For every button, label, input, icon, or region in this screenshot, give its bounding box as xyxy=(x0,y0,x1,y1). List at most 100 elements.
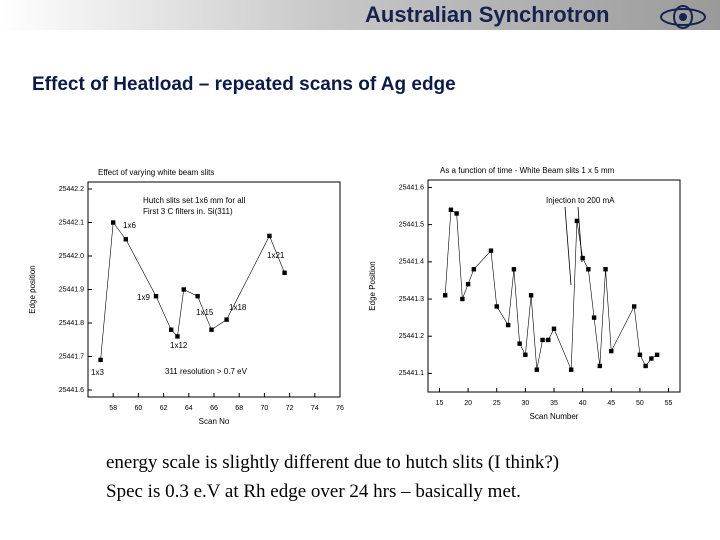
point xyxy=(224,317,229,322)
point xyxy=(98,357,103,363)
annotation: Injection to 200 mA xyxy=(546,196,615,205)
point xyxy=(528,293,534,298)
point xyxy=(631,304,637,309)
x-axis-label: Scan Number xyxy=(530,412,579,421)
y-tick-label: 25441.8 xyxy=(59,320,84,327)
y-axis-label: Edge position xyxy=(28,265,37,313)
x-tick-label: 64 xyxy=(185,405,193,412)
x-tick-label: 15 xyxy=(436,400,444,407)
annotation: Hutch slits set 1x6 mm for all xyxy=(143,196,245,205)
annotation: 311 resolution > 0.7 eV xyxy=(165,367,248,376)
x-tick-label: 72 xyxy=(286,405,294,412)
x-tick-label: 68 xyxy=(235,405,243,412)
body-line: Spec is 0.3 e.V at Rh edge over 24 hrs –… xyxy=(106,481,521,502)
x-tick-label: 25 xyxy=(493,400,501,407)
point xyxy=(511,267,517,272)
point xyxy=(523,352,528,358)
x-tick-label: 58 xyxy=(109,405,117,412)
x-tick-label: 62 xyxy=(160,405,168,412)
point xyxy=(586,267,591,272)
annotation: First 3 C filters in. Si(311) xyxy=(143,207,233,216)
body-text: energy scale is slightly different due t… xyxy=(106,448,559,506)
annotation: 1x15 xyxy=(196,308,214,317)
point xyxy=(568,367,574,372)
point xyxy=(654,352,660,358)
arrow xyxy=(564,206,572,286)
point xyxy=(282,270,287,275)
y-tick-label: 25441.7 xyxy=(59,353,84,360)
slide-title: Effect of Heatload – repeated scans of A… xyxy=(32,74,456,95)
point xyxy=(540,337,545,343)
y-tick-label: 25442.2 xyxy=(59,186,84,193)
y-tick-label: 25441.4 xyxy=(399,259,424,266)
y-tick-label: 25441.6 xyxy=(399,184,424,191)
point xyxy=(534,367,540,372)
x-tick-label: 76 xyxy=(336,405,344,412)
x-tick-label: 35 xyxy=(550,400,558,407)
point xyxy=(580,255,585,261)
point xyxy=(546,337,551,343)
point xyxy=(442,293,448,298)
x-tick-label: 55 xyxy=(665,400,673,407)
y-tick-label: 25441.1 xyxy=(399,370,424,377)
y-axis-label: Edge Position xyxy=(368,261,377,310)
point xyxy=(195,294,200,299)
point xyxy=(209,327,214,332)
point xyxy=(111,220,116,225)
point xyxy=(643,363,648,369)
point xyxy=(460,296,465,302)
point xyxy=(448,207,454,212)
arrow xyxy=(577,206,583,263)
annotation: 1x9 xyxy=(137,293,150,302)
point xyxy=(517,341,522,346)
y-tick-label: 25441.3 xyxy=(399,296,424,303)
point xyxy=(175,334,180,339)
point xyxy=(454,211,459,216)
x-tick-label: 40 xyxy=(579,400,587,407)
x-tick-label: 30 xyxy=(521,400,529,407)
logo xyxy=(660,5,706,29)
annotation: 1x18 xyxy=(229,303,247,312)
point xyxy=(649,356,654,361)
x-tick-label: 50 xyxy=(636,400,644,407)
point xyxy=(181,287,186,292)
point xyxy=(591,315,597,320)
x-tick-label: 70 xyxy=(261,405,269,412)
point xyxy=(603,267,608,272)
x-axis-label: Scan No xyxy=(199,417,230,426)
y-tick-label: 25441.9 xyxy=(59,286,84,293)
point xyxy=(551,326,557,331)
y-tick-label: 25441.5 xyxy=(399,221,424,228)
x-tick-label: 60 xyxy=(135,405,143,412)
y-tick-label: 25442.1 xyxy=(59,219,84,226)
annotation: 1x6 xyxy=(123,221,136,230)
x-tick-label: 74 xyxy=(311,405,319,412)
point xyxy=(471,267,477,272)
point xyxy=(574,218,580,224)
series-line xyxy=(444,209,658,370)
annotation: 1x3 xyxy=(91,368,104,377)
y-tick-label: 25442.0 xyxy=(59,253,84,260)
point xyxy=(465,281,471,287)
point xyxy=(494,304,499,309)
x-tick-label: 45 xyxy=(607,400,615,407)
annotation: 1x12 xyxy=(170,341,188,350)
body-line: energy scale is slightly different due t… xyxy=(106,452,560,473)
y-tick-label: 25441.6 xyxy=(59,387,84,394)
chart-title: Effect of varying white beam slits xyxy=(98,168,214,177)
plot-frame xyxy=(427,179,681,393)
header-bar xyxy=(0,0,720,30)
annotation: 1x21 xyxy=(267,251,285,260)
y-tick-label: 25441.2 xyxy=(399,333,424,340)
chart-title: As a function of time - White Beam slits… xyxy=(440,166,615,175)
x-tick-label: 66 xyxy=(210,405,218,412)
point xyxy=(168,327,174,332)
point xyxy=(153,294,159,299)
x-tick-label: 20 xyxy=(464,400,472,407)
point xyxy=(597,363,603,369)
point xyxy=(267,233,272,239)
series-line xyxy=(100,221,285,360)
point xyxy=(609,348,614,354)
